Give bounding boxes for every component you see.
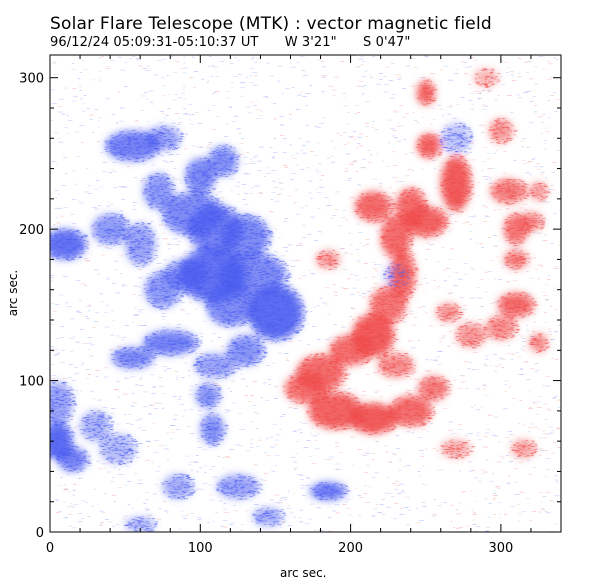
positive-polarity-region bbox=[416, 80, 435, 105]
positive-polarity-region bbox=[488, 118, 513, 143]
plot-title: Solar Flare Telescope (MTK) : vector mag… bbox=[50, 14, 492, 34]
negative-polarity-region bbox=[125, 516, 156, 532]
positive-polarity-region bbox=[529, 182, 548, 201]
negative-polarity-region bbox=[216, 474, 259, 499]
negative-polarity-region bbox=[252, 507, 283, 526]
positive-polarity-region bbox=[440, 439, 471, 458]
observation-datetime: 96/12/24 05:09:31-05:10:37 UT bbox=[50, 35, 258, 50]
positive-polarity-region bbox=[418, 376, 449, 401]
negative-polarity-region bbox=[125, 223, 156, 266]
positive-polarity-region bbox=[518, 212, 543, 231]
positive-polarity-region bbox=[284, 373, 327, 404]
negative-polarity-region bbox=[144, 126, 181, 151]
positive-polarity-region bbox=[370, 286, 407, 324]
positive-polarity-region bbox=[503, 250, 528, 269]
observation-latitude: S 0'47" bbox=[363, 35, 410, 50]
plot-subtitle: 96/12/24 05:09:31-05:10:37 UT W 3'21" S … bbox=[50, 35, 432, 50]
positive-polarity-region bbox=[377, 353, 414, 378]
negative-polarity-region bbox=[50, 382, 73, 425]
positive-polarity-region bbox=[511, 439, 536, 458]
negative-polarity-region bbox=[207, 145, 238, 177]
negative-polarity-region bbox=[143, 330, 198, 355]
region-texture bbox=[50, 68, 551, 532]
negative-polarity-region bbox=[248, 285, 303, 340]
observation-longitude: W 3'21" bbox=[285, 35, 337, 50]
negative-polarity-region bbox=[200, 413, 225, 445]
positive-polarity-region bbox=[455, 323, 486, 348]
